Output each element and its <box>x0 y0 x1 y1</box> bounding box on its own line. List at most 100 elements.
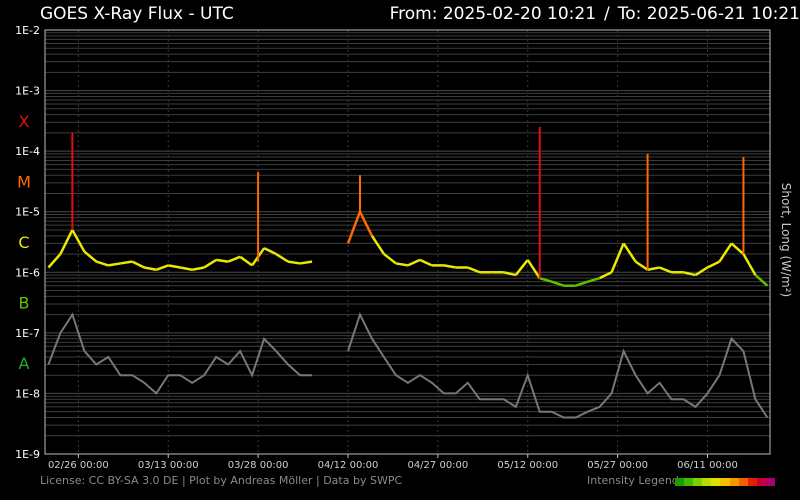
grid <box>45 30 770 455</box>
series-segment-long <box>95 260 109 267</box>
series-segment-long <box>287 260 301 265</box>
series-segment-long <box>370 235 385 255</box>
series-segment-long <box>59 229 74 255</box>
intensity-legend-label: Intensity Legend <box>587 474 679 487</box>
series-segment-long <box>610 242 625 273</box>
flare-class-a: A <box>19 354 30 373</box>
series-segment-long <box>503 271 517 277</box>
flare-class-c: C <box>18 233 29 252</box>
flare-class-x: X <box>19 112 30 131</box>
series-segment-long <box>346 211 362 244</box>
series-segment-long <box>358 211 374 237</box>
y-axis-label: Short, Long (W/m²) <box>779 182 793 298</box>
series-segment-long <box>694 266 709 277</box>
series-segment-long <box>120 260 133 265</box>
legend-swatch <box>684 478 694 486</box>
series-segment-long <box>203 258 217 269</box>
series-segment-long <box>443 264 457 269</box>
y-tick-label: 1E-8 <box>15 387 40 400</box>
series-segment-long <box>144 266 157 272</box>
series-segment-long <box>718 242 733 263</box>
intensity-legend-bar <box>675 478 776 486</box>
legend-swatch <box>693 478 703 486</box>
legend-swatch <box>765 478 776 486</box>
series-segment-long <box>216 258 229 263</box>
x-axis: 02/26 00:00 03/13 00:00 03/28 00:00 04/12 0… <box>48 454 738 471</box>
x-tick-label: 04/12 00:00 <box>318 460 379 471</box>
y-tick-label: 1E-6 <box>15 266 40 279</box>
series-segment-long <box>419 258 433 267</box>
y-tick-label: 1E-5 <box>15 206 40 219</box>
y-tick-label: 1E-9 <box>15 448 40 461</box>
series-segment-long <box>634 260 649 271</box>
series-segment-long <box>108 262 121 267</box>
range-from: From: 2025-02-20 10:21 <box>389 4 597 24</box>
x-tick-label: 05/12 00:00 <box>497 460 558 471</box>
flare-class-labels: X M C B A <box>17 112 31 373</box>
series-segment-long <box>683 271 696 277</box>
series-segment-long <box>647 266 660 272</box>
series-segment-long <box>407 258 421 267</box>
series-segment-long <box>575 280 589 287</box>
legend-swatch <box>702 478 712 486</box>
legend-swatch <box>711 478 721 486</box>
series-segment-long <box>514 259 529 276</box>
plot-frame <box>44 29 771 455</box>
range-separator: / <box>604 4 610 24</box>
x-tick-label: 06/11 00:00 <box>677 460 738 471</box>
y-axis: 1E-2 1E-3 1E-4 1E-5 1E-6 1E-7 1E-8 1E-9 <box>15 24 40 461</box>
series-segment-long <box>467 266 481 274</box>
legend-swatch <box>720 478 730 486</box>
series-segment-long <box>587 276 600 283</box>
series-segment-long <box>742 253 757 276</box>
flare-class-m: M <box>17 172 31 191</box>
series-segment-long <box>754 274 769 287</box>
series-segment-long <box>179 266 193 272</box>
series-segment-long <box>706 260 721 269</box>
series-segment-long <box>730 242 745 255</box>
series-segment-long <box>83 250 98 263</box>
range-to: To: 2025-06-21 10:21 <box>617 4 800 24</box>
flare-class-b: B <box>19 294 30 313</box>
series-segment-long <box>383 253 397 265</box>
series-segment-long <box>227 255 241 263</box>
series-segment-long <box>191 266 205 272</box>
series-segment-long <box>263 247 277 256</box>
series-segment-long <box>47 253 62 269</box>
y-tick-label: 1E-7 <box>15 327 40 340</box>
chart-title: GOES X-Ray Flux - UTC <box>40 4 234 24</box>
series-segment-long <box>659 266 673 274</box>
series-line-short <box>47 312 312 395</box>
legend-swatch <box>675 478 685 486</box>
series-segment-long <box>71 229 86 253</box>
y-tick-label: 1E-4 <box>15 145 40 158</box>
series-segment-long <box>299 260 313 265</box>
series-segment-long <box>622 242 637 263</box>
x-tick-label: 02/26 00:00 <box>48 460 109 471</box>
series-long <box>47 127 769 287</box>
series-line-short <box>347 311 769 419</box>
legend-swatch <box>747 478 757 486</box>
footer-credit: License: CC BY-SA 3.0 DE | Plot by Andre… <box>40 474 403 487</box>
legend-swatch <box>729 478 739 486</box>
series-short <box>47 311 769 419</box>
legend-swatch <box>738 478 748 486</box>
x-tick-label: 03/13 00:00 <box>138 460 199 471</box>
series-segment-long <box>551 280 565 287</box>
series-segment-long <box>395 262 409 267</box>
x-tick-label: 05/27 00:00 <box>587 460 648 471</box>
x-tick-label: 04/27 00:00 <box>407 460 468 471</box>
series-segment-long <box>526 259 541 279</box>
series-segment-long <box>155 264 169 271</box>
series-segment-long <box>599 271 613 280</box>
series-segment-long <box>131 260 145 269</box>
legend-swatch <box>756 478 766 486</box>
time-range: From: 2025-02-20 10:21 / To: 2025-06-21 10… <box>390 4 800 24</box>
y-tick-label: 1E-2 <box>15 24 40 37</box>
series-segment-long <box>168 264 181 269</box>
series-segment-long <box>239 255 253 267</box>
y-tick-label: 1E-3 <box>15 85 40 98</box>
series-segment-long <box>275 252 289 263</box>
series-segment-long <box>539 276 553 283</box>
